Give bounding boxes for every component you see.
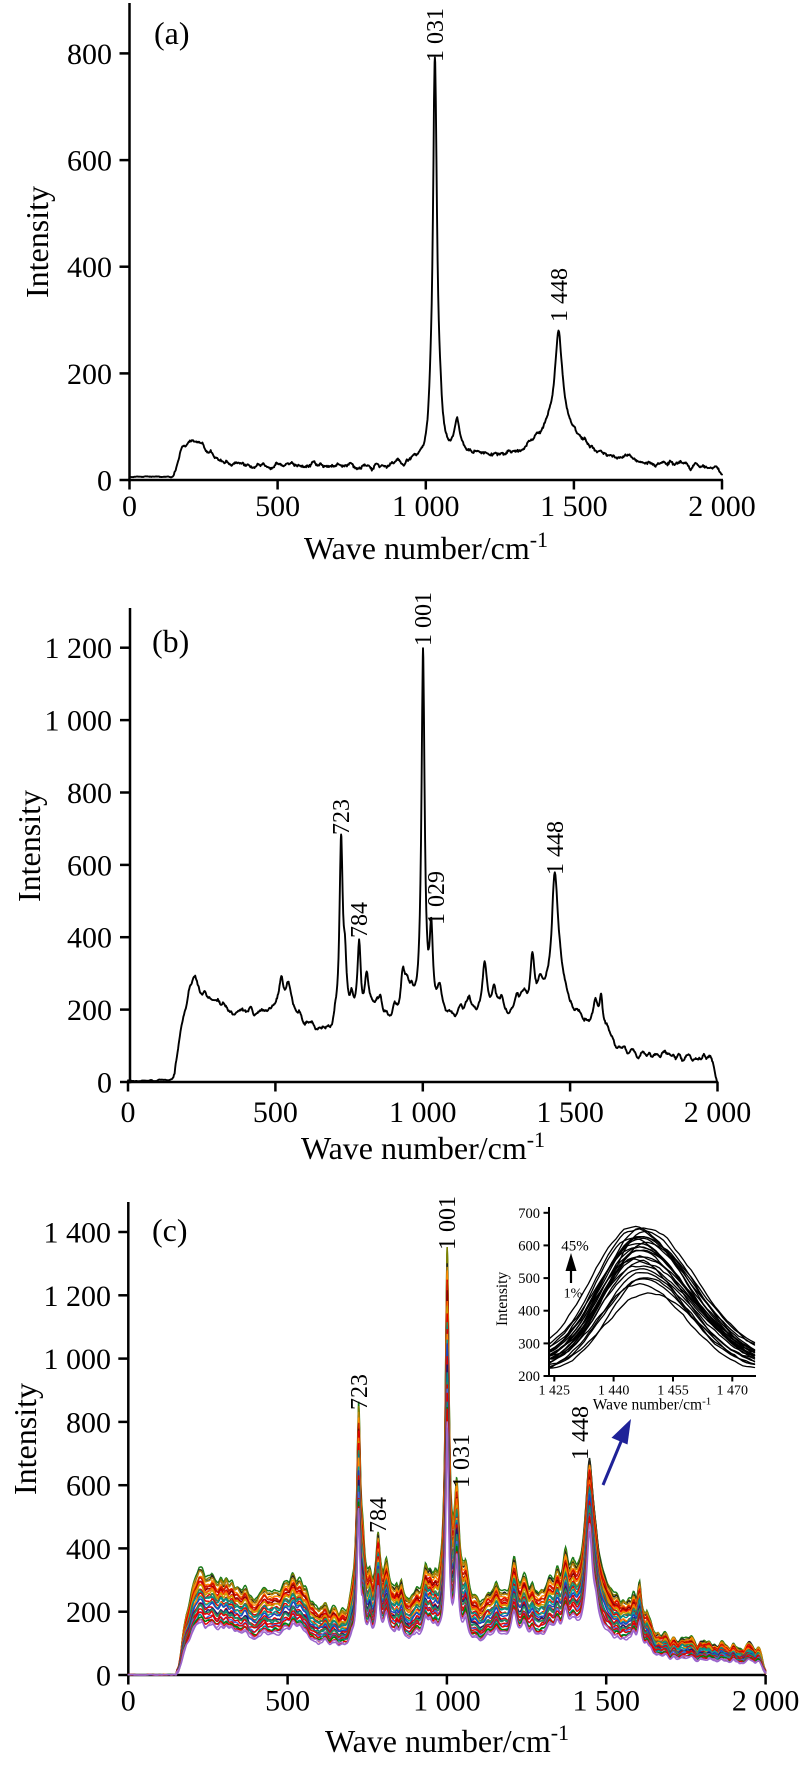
- svg-text:Wave number/cm-1: Wave number/cm-1: [301, 1127, 545, 1166]
- svg-text:2 000: 2 000: [732, 1685, 800, 1718]
- svg-text:1 200: 1 200: [44, 1280, 112, 1313]
- svg-text:600: 600: [67, 849, 112, 882]
- svg-text:600: 600: [66, 1470, 111, 1503]
- svg-text:1 448: 1 448: [543, 821, 569, 875]
- svg-text:1 470: 1 470: [717, 1384, 749, 1399]
- svg-text:200: 200: [67, 994, 112, 1027]
- svg-text:Intensity: Intensity: [494, 1272, 511, 1326]
- svg-text:723: 723: [329, 799, 355, 835]
- svg-text:300: 300: [518, 1336, 540, 1352]
- svg-text:(c): (c): [152, 1212, 188, 1248]
- svg-text:0: 0: [97, 1067, 112, 1100]
- svg-text:1 200: 1 200: [45, 632, 113, 665]
- svg-text:1 000: 1 000: [392, 490, 460, 523]
- svg-text:600: 600: [67, 145, 112, 178]
- svg-text:500: 500: [253, 1096, 298, 1129]
- svg-text:600: 600: [518, 1238, 540, 1254]
- svg-text:1%: 1%: [564, 1287, 583, 1302]
- svg-text:1 001: 1 001: [411, 592, 437, 646]
- svg-text:2 000: 2 000: [684, 1096, 752, 1129]
- svg-text:784: 784: [347, 902, 373, 938]
- svg-text:1 500: 1 500: [536, 1096, 604, 1129]
- svg-text:Intensity: Intensity: [11, 790, 47, 902]
- svg-text:400: 400: [67, 922, 112, 955]
- svg-text:500: 500: [265, 1685, 310, 1718]
- svg-text:1 031: 1 031: [423, 8, 449, 62]
- svg-text:723: 723: [347, 1374, 373, 1410]
- svg-text:Wave number/cm-1: Wave number/cm-1: [304, 527, 548, 566]
- svg-text:200: 200: [66, 1596, 111, 1629]
- svg-text:1 400: 1 400: [44, 1217, 112, 1250]
- svg-text:1 455: 1 455: [657, 1384, 689, 1399]
- svg-text:1 000: 1 000: [413, 1685, 481, 1718]
- svg-text:1 000: 1 000: [45, 705, 113, 738]
- svg-text:1 448: 1 448: [547, 268, 573, 322]
- svg-text:Wave number/cm-1: Wave number/cm-1: [325, 1720, 569, 1759]
- svg-text:800: 800: [66, 1406, 111, 1439]
- svg-text:1 500: 1 500: [540, 490, 608, 523]
- svg-text:200: 200: [518, 1369, 540, 1385]
- svg-text:800: 800: [67, 38, 112, 71]
- svg-text:Intensity: Intensity: [19, 186, 55, 298]
- svg-text:200: 200: [67, 358, 112, 391]
- svg-text:800: 800: [67, 777, 112, 810]
- svg-text:Wave number/cm-1: Wave number/cm-1: [593, 1396, 712, 1414]
- svg-text:0: 0: [122, 490, 137, 523]
- svg-text:700: 700: [518, 1206, 540, 1222]
- svg-text:(a): (a): [154, 15, 190, 51]
- svg-text:1 440: 1 440: [598, 1384, 630, 1399]
- svg-text:0: 0: [96, 1660, 111, 1693]
- svg-text:400: 400: [518, 1304, 540, 1320]
- svg-text:500: 500: [518, 1271, 540, 1287]
- svg-text:0: 0: [97, 465, 112, 498]
- svg-text:400: 400: [66, 1533, 111, 1566]
- svg-text:1 029: 1 029: [424, 871, 450, 925]
- svg-text:2 000: 2 000: [688, 490, 756, 523]
- svg-text:1 000: 1 000: [389, 1096, 457, 1129]
- svg-text:1 000: 1 000: [44, 1343, 112, 1376]
- svg-text:400: 400: [67, 251, 112, 284]
- svg-text:1 031: 1 031: [449, 1434, 475, 1488]
- svg-text:1 448: 1 448: [568, 1406, 594, 1460]
- svg-text:45%: 45%: [561, 1239, 589, 1255]
- svg-text:1 001: 1 001: [435, 1196, 461, 1250]
- svg-text:(b): (b): [152, 623, 189, 659]
- svg-text:1 500: 1 500: [572, 1685, 640, 1718]
- svg-text:0: 0: [121, 1685, 136, 1718]
- svg-text:0: 0: [121, 1096, 136, 1129]
- svg-text:784: 784: [366, 1497, 392, 1533]
- svg-text:500: 500: [255, 490, 300, 523]
- svg-text:1 425: 1 425: [539, 1384, 571, 1399]
- svg-text:Intensity: Intensity: [7, 1383, 43, 1495]
